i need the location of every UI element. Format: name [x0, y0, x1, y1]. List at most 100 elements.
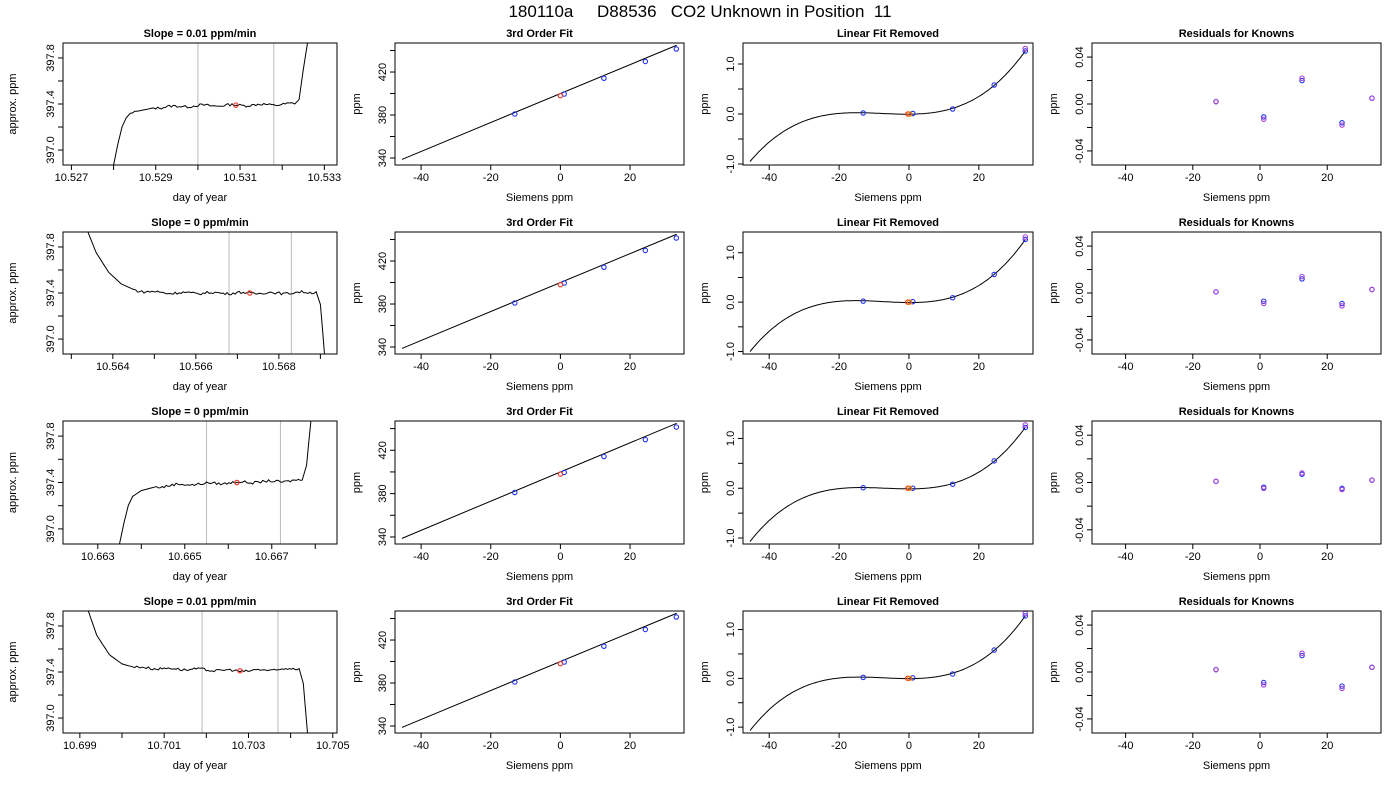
data-point — [642, 626, 649, 633]
y-axis-label: ppm — [699, 93, 711, 114]
x-axis-label: day of year — [173, 192, 228, 204]
cubic-curve — [749, 50, 1026, 162]
x-tick-label: 20 — [624, 740, 636, 752]
data-point — [512, 489, 518, 496]
data-point — [1339, 486, 1345, 493]
data-point — [949, 294, 956, 301]
y-axis-label: ppm — [699, 472, 711, 493]
data-point — [1299, 650, 1305, 656]
panel-title: Residuals for Knowns — [1179, 217, 1295, 229]
data-point — [1299, 276, 1305, 282]
y-tick-label: 380 — [377, 106, 389, 124]
y-tick-label: 397.4 — [45, 658, 57, 686]
y-tick-label: -1.0 — [725, 529, 737, 548]
y-axis-label: approx. ppm — [7, 262, 19, 323]
data-point — [860, 484, 866, 491]
panel-3-4: Linear Fit Removed -40 -20 0 20 -1.0 0.0 1.0 Sie… — [699, 596, 1034, 772]
x-tick-label: 0 — [906, 551, 912, 563]
y-tick-label: -1.0 — [725, 155, 737, 174]
data-point — [1339, 685, 1345, 692]
panel-title: 3rd Order Fit — [506, 28, 573, 40]
y-tick-label: 397.0 — [45, 325, 57, 353]
data-point — [512, 111, 518, 117]
data-point — [673, 424, 680, 430]
data-point — [601, 264, 607, 271]
x-tick-label: 10.703 — [232, 740, 266, 752]
x-tick-label: -20 — [483, 740, 499, 752]
concentration-trace — [119, 421, 312, 544]
plot-area — [1213, 75, 1375, 128]
x-axis-label: Siemens ppm — [506, 571, 573, 583]
panel-1-3: Slope = 0 ppm/min 10.663 10.665 10.667 397.0… — [7, 406, 338, 583]
panel-title: Linear Fit Removed — [837, 596, 939, 608]
y-tick-label: 1.0 — [725, 245, 737, 260]
data-point — [949, 106, 956, 112]
data-point — [905, 299, 911, 305]
data-point — [1369, 664, 1375, 671]
x-axis-label: Siemens ppm — [854, 760, 921, 772]
y-tick-label: 397.8 — [45, 612, 57, 640]
x-tick-label: 0 — [557, 740, 563, 752]
panel-title: Linear Fit Removed — [837, 28, 939, 40]
x-tick-label: 20 — [1321, 172, 1333, 184]
x-axis-label: Siemens ppm — [506, 760, 573, 772]
x-tick-label: -20 — [1185, 551, 1201, 563]
data-point — [1339, 122, 1345, 128]
y-tick-label: 340 — [377, 149, 389, 167]
data-point — [642, 58, 649, 65]
panel-1-2: Slope = 0 ppm/min 10.564 10.566 10.568 397.0… — [7, 217, 338, 393]
y-axis-label: approx. ppm — [7, 641, 19, 702]
x-tick-label: -40 — [761, 361, 777, 373]
x-tick-label: 20 — [624, 361, 636, 373]
data-point — [860, 298, 866, 304]
x-tick-label: 0 — [906, 740, 912, 752]
plot-area — [113, 43, 308, 165]
x-tick-label: -40 — [413, 740, 429, 752]
data-point — [512, 300, 518, 306]
panel-title: Slope = 0.01 ppm/min — [144, 28, 257, 40]
x-tick-label: 0 — [557, 172, 563, 184]
data-point — [1022, 234, 1029, 240]
x-axis-label: day of year — [173, 571, 228, 583]
y-tick-label: 0.00 — [1074, 93, 1086, 114]
x-axis-label: Siemens ppm — [506, 381, 573, 393]
data-point — [1260, 300, 1267, 307]
panel-title: Residuals for Knowns — [1179, 406, 1295, 418]
x-tick-label: 10.564 — [96, 361, 130, 373]
data-point — [1299, 77, 1305, 84]
y-axis-label: approx. ppm — [7, 73, 19, 134]
y-tick-label: 397.0 — [45, 515, 57, 543]
x-tick-label: 0 — [906, 172, 912, 184]
y-tick-label: 340 — [377, 528, 389, 546]
y-tick-label: 0.0 — [725, 481, 737, 496]
data-point — [991, 458, 997, 464]
x-tick-label: -40 — [1118, 361, 1134, 373]
y-axis-label: ppm — [1048, 472, 1060, 493]
fit-line — [401, 612, 677, 728]
data-point — [905, 111, 911, 117]
plot-area — [87, 611, 308, 733]
x-tick-label: 10.699 — [63, 740, 97, 752]
panel-title: Slope = 0 ppm/min — [151, 406, 249, 418]
plot-area — [401, 612, 680, 728]
plot-frame — [394, 42, 685, 166]
y-tick-label: 420 — [377, 631, 389, 649]
data-point — [1022, 424, 1029, 431]
panel-3-2: Linear Fit Removed -40 -20 0 20 -1.0 0.0 1.0 Sie… — [699, 217, 1034, 393]
y-tick-label: 380 — [377, 484, 389, 502]
x-tick-label: 0 — [1257, 551, 1263, 563]
panel-title: 3rd Order Fit — [506, 406, 573, 418]
x-tick-label: 10.529 — [139, 172, 173, 184]
y-axis-label: ppm — [1048, 93, 1060, 114]
x-tick-label: 20 — [1321, 551, 1333, 563]
y-tick-label: 1.0 — [725, 431, 737, 446]
x-axis-label: Siemens ppm — [854, 192, 921, 204]
x-tick-label: 10.705 — [316, 740, 350, 752]
plot-frame — [742, 231, 1034, 355]
y-tick-label: 0.04 — [1074, 614, 1086, 635]
x-tick-label: -40 — [761, 740, 777, 752]
panel-title: Residuals for Knowns — [1179, 596, 1295, 608]
data-point — [905, 675, 911, 682]
panel-title: Residuals for Knowns — [1179, 28, 1295, 40]
